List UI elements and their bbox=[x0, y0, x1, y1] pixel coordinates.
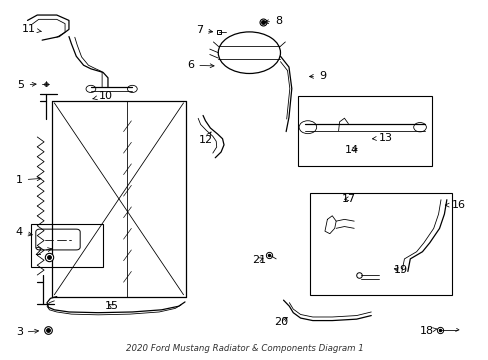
Text: 3: 3 bbox=[16, 327, 39, 337]
Text: 16: 16 bbox=[445, 200, 465, 210]
Text: 2: 2 bbox=[34, 247, 52, 257]
Bar bbox=[310, 193, 451, 295]
Text: 17: 17 bbox=[342, 194, 356, 204]
Text: 13: 13 bbox=[372, 133, 392, 143]
Text: 5: 5 bbox=[18, 80, 36, 90]
Text: 9: 9 bbox=[309, 71, 325, 81]
Text: 4: 4 bbox=[16, 227, 32, 237]
Text: 21: 21 bbox=[251, 255, 265, 265]
Bar bbox=[31, 224, 103, 267]
Text: 20: 20 bbox=[273, 317, 287, 327]
Text: 12: 12 bbox=[198, 132, 212, 145]
Text: 7: 7 bbox=[196, 25, 212, 35]
Bar bbox=[298, 96, 431, 166]
Text: 15: 15 bbox=[104, 301, 119, 311]
Text: 18: 18 bbox=[419, 325, 436, 336]
Text: 10: 10 bbox=[93, 91, 112, 101]
Text: 1: 1 bbox=[16, 175, 41, 185]
Text: 19: 19 bbox=[393, 265, 407, 275]
Text: 6: 6 bbox=[187, 60, 214, 70]
Text: 14: 14 bbox=[344, 145, 358, 155]
Text: 11: 11 bbox=[22, 24, 41, 35]
Text: 2020 Ford Mustang Radiator & Components Diagram 1: 2020 Ford Mustang Radiator & Components … bbox=[125, 344, 363, 353]
Text: 8: 8 bbox=[264, 16, 282, 26]
